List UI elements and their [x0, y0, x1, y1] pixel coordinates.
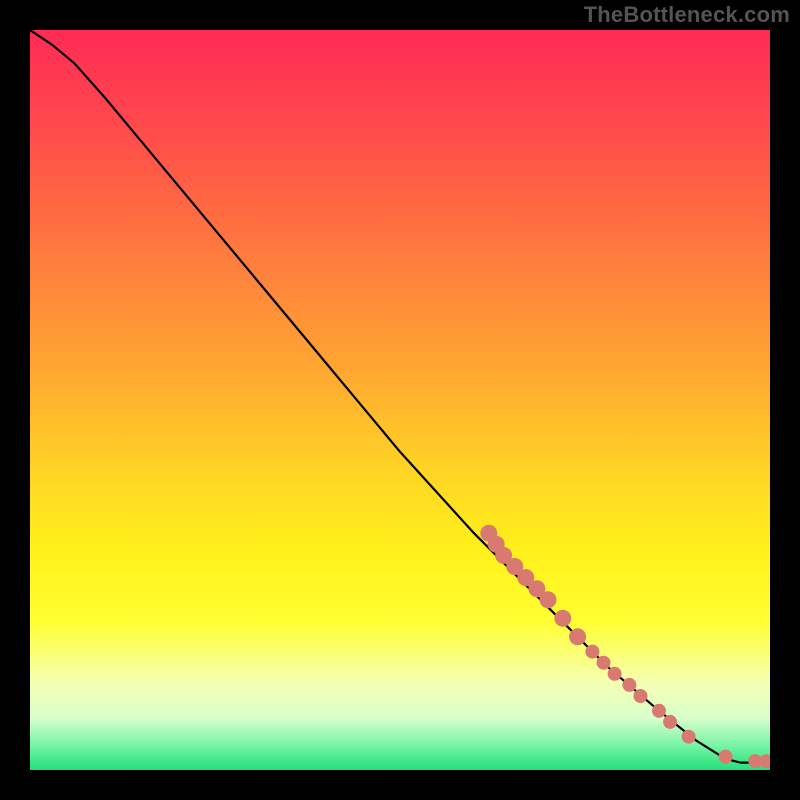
data-marker: [540, 591, 557, 608]
watermark-text: TheBottleneck.com: [584, 2, 790, 28]
data-marker: [585, 645, 599, 659]
data-marker: [682, 730, 696, 744]
data-marker: [652, 704, 666, 718]
data-marker: [608, 667, 622, 681]
data-marker: [597, 656, 611, 670]
data-marker: [554, 610, 571, 627]
data-marker: [663, 715, 677, 729]
data-marker: [622, 678, 636, 692]
data-marker: [719, 750, 733, 764]
chart-svg: [30, 30, 770, 770]
data-marker: [569, 628, 586, 645]
data-marker: [634, 689, 648, 703]
chart-plot-area: [30, 30, 770, 770]
